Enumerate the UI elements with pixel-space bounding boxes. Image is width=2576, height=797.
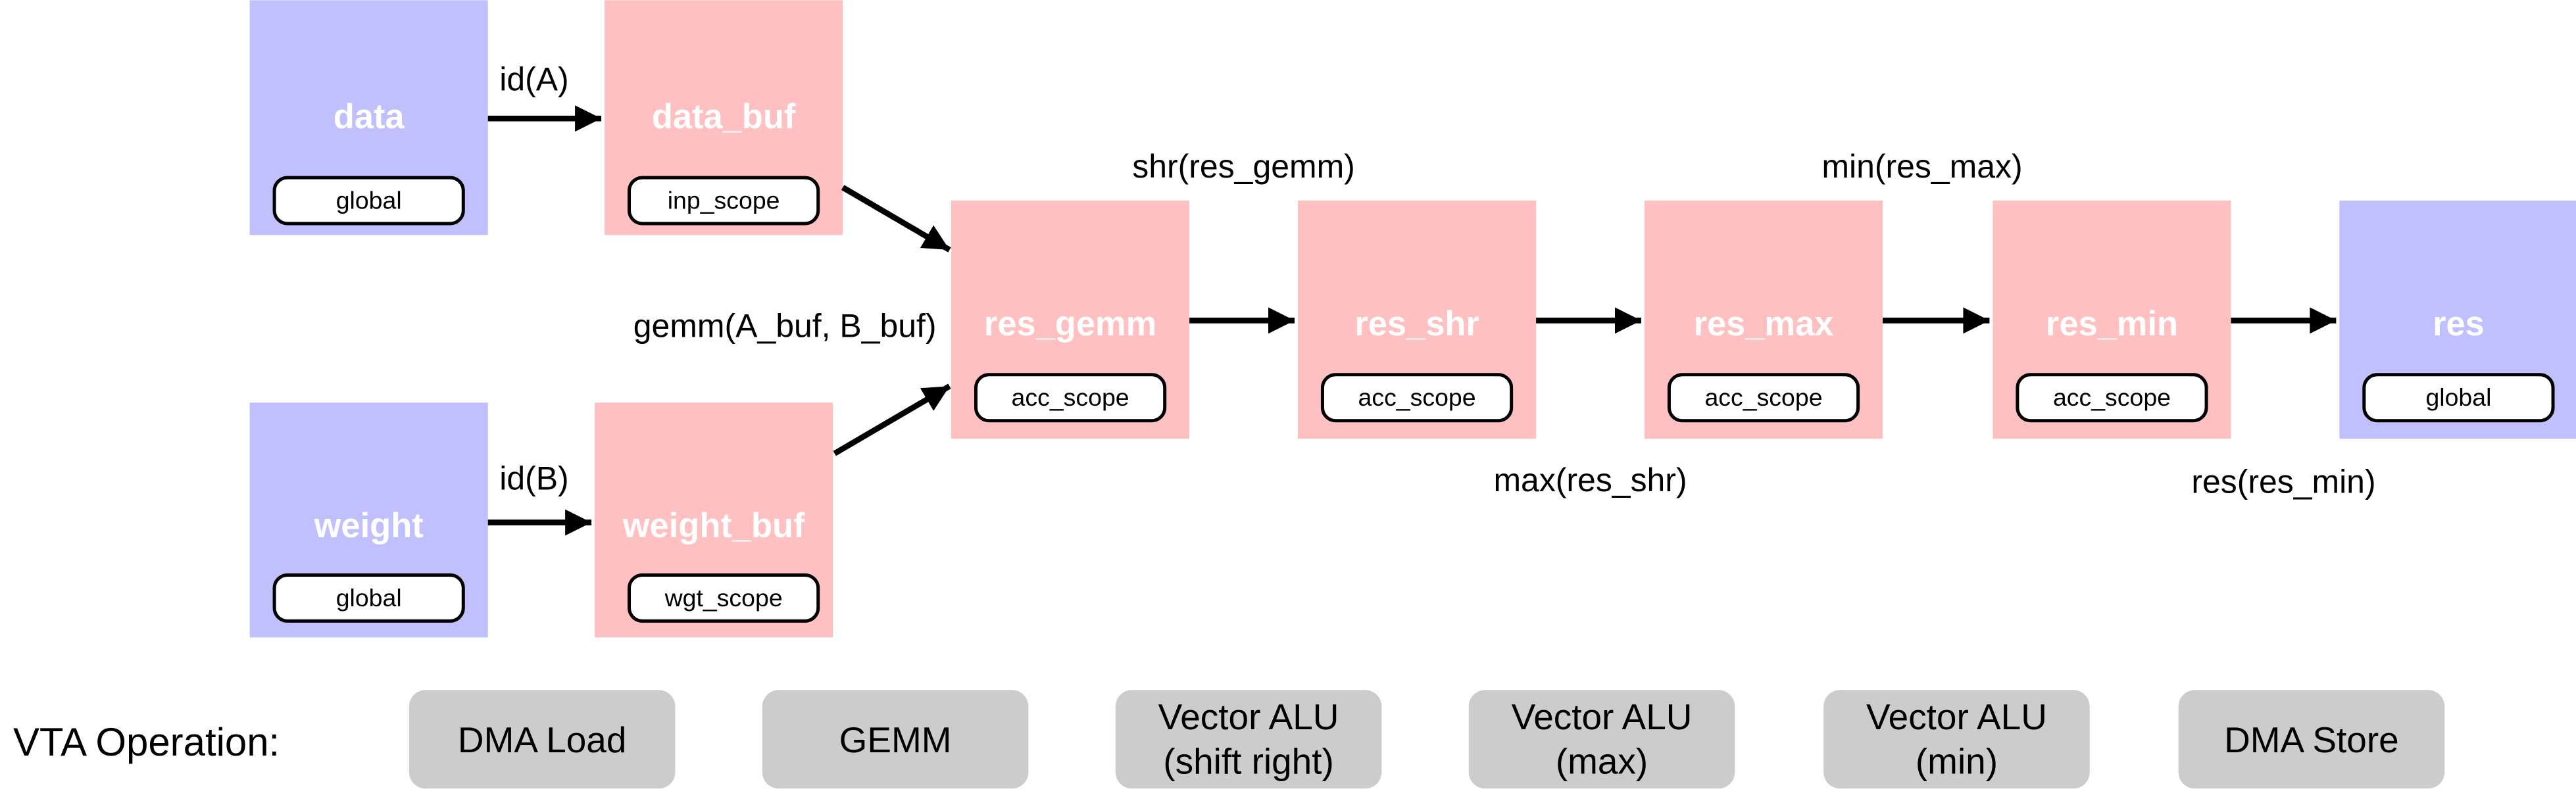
operation-box: DMA Load xyxy=(409,690,676,789)
scope-label: wgt_scope xyxy=(664,584,783,612)
edge-label-shr: shr(res_gemm) xyxy=(1132,148,1355,185)
scope-label: global xyxy=(2425,383,2491,411)
node-title: data xyxy=(334,98,405,136)
node-title: res_max xyxy=(1694,305,1834,343)
node-weight-buf: weight_buf wgt_scope xyxy=(595,402,833,638)
operation-box: Vector ALU(shift right) xyxy=(1115,690,1382,789)
edge-label-id-a: id(A) xyxy=(499,61,568,98)
operation-label: Vector ALU xyxy=(1158,696,1339,737)
node-title: weight xyxy=(314,507,424,545)
vta-operation-label: VTA Operation: xyxy=(13,720,280,764)
edge-label-max: max(res_shr) xyxy=(1493,462,1687,498)
node-res-gemm: res_gemm acc_scope xyxy=(951,201,1190,439)
operation-sublabel: (min) xyxy=(1916,741,1998,782)
operation-label: DMA Store xyxy=(2224,719,2399,760)
node-res-min: res_min acc_scope xyxy=(1993,201,2231,439)
scope-label: global xyxy=(336,187,402,214)
node-data: data global xyxy=(249,0,488,235)
scope-label: acc_scope xyxy=(2053,383,2171,411)
operation-box: DMA Store xyxy=(2178,690,2445,789)
arrow-data-buf-to-res-gemm xyxy=(841,185,951,253)
operation-box: Vector ALU(max) xyxy=(1468,690,1735,789)
scope-label: global xyxy=(336,584,402,612)
node-title: res_shr xyxy=(1354,305,1479,343)
operation-box-bg xyxy=(1115,690,1382,789)
node-res-shr: res_shr acc_scope xyxy=(1297,201,1537,439)
operation-label: Vector ALU xyxy=(1866,696,2047,737)
operation-box-bg xyxy=(762,690,1029,789)
node-data-buf: data_buf inp_scope xyxy=(605,0,843,235)
operation-box: GEMM xyxy=(762,690,1029,789)
operation-box-bg xyxy=(409,690,676,789)
scope-label: acc_scope xyxy=(1704,383,1822,411)
scope-label: acc_scope xyxy=(1358,383,1476,411)
edge-label-min: min(res_max) xyxy=(1821,148,2022,185)
node-title: data_buf xyxy=(652,98,796,136)
operation-box-bg xyxy=(1823,690,2090,789)
operation-sublabel: (shift right) xyxy=(1163,741,1333,782)
arrow-weight-buf-to-res-gemm xyxy=(833,383,951,456)
operation-box: Vector ALU(min) xyxy=(1823,690,2090,789)
operation-label: GEMM xyxy=(839,719,952,760)
edge-label-id-b: id(B) xyxy=(499,460,568,497)
operation-label: Vector ALU xyxy=(1512,696,1693,737)
node-weight: weight global xyxy=(249,402,488,638)
operation-label: DMA Load xyxy=(458,719,627,760)
edge-label-gemm: gemm(A_buf, B_buf) xyxy=(633,307,937,344)
edge-label-res: res(res_min) xyxy=(2191,464,2375,500)
node-title: res xyxy=(2433,305,2485,343)
scope-label: acc_scope xyxy=(1012,383,1129,411)
operation-sublabel: (max) xyxy=(1556,741,1648,782)
node-res: res global xyxy=(2339,201,2576,439)
node-title: res_gemm xyxy=(984,305,1156,343)
node-title: weight_buf xyxy=(622,507,805,545)
scope-label: inp_scope xyxy=(668,187,780,214)
node-title: res_min xyxy=(2046,305,2178,343)
node-res-max: res_max acc_scope xyxy=(1644,201,1883,439)
operation-box-bg xyxy=(1468,690,1735,789)
operation-box-bg xyxy=(2178,690,2445,789)
